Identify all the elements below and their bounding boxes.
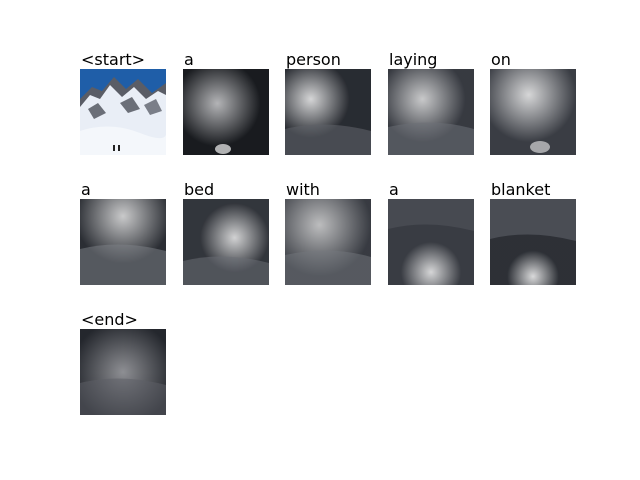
token-label: laying [388, 51, 442, 69]
panel-token-person: person [285, 51, 371, 155]
panel-start: <start> [80, 51, 166, 155]
panel-end: <end> [80, 311, 166, 415]
token-label: person [285, 51, 345, 69]
token-label: on [490, 51, 515, 69]
attention-map [80, 329, 166, 415]
attention-map [80, 199, 166, 285]
panel-token-blanket: blanket [490, 181, 576, 285]
panel-token-bed: bed [183, 181, 269, 285]
attention-map [388, 69, 474, 155]
token-label: a [183, 51, 198, 69]
token-label: <start> [80, 51, 150, 69]
snow-mountain-image [80, 69, 166, 155]
token-label: with [285, 181, 324, 199]
token-label: <end> [80, 311, 142, 329]
panel-token-laying: laying [388, 51, 474, 155]
attention-map [183, 199, 269, 285]
token-label: a [80, 181, 95, 199]
panel-token-a-2: a [80, 181, 166, 285]
attention-map [285, 199, 371, 285]
panel-token-a: a [183, 51, 269, 155]
attention-map [285, 69, 371, 155]
panel-token-with: with [285, 181, 371, 285]
attention-map [388, 199, 474, 285]
token-label: blanket [490, 181, 555, 199]
panel-token-a-3: a [388, 181, 474, 285]
token-label: a [388, 181, 403, 199]
attention-map [183, 69, 269, 155]
token-label: bed [183, 181, 219, 199]
attention-map [490, 199, 576, 285]
attention-map [490, 69, 576, 155]
panel-token-on: on [490, 51, 576, 155]
